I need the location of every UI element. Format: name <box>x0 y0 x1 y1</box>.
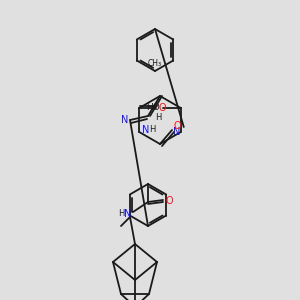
Text: O: O <box>165 196 173 206</box>
Text: H: H <box>118 209 124 218</box>
Text: HO: HO <box>146 103 160 112</box>
Text: H: H <box>149 125 155 134</box>
Text: N: N <box>173 127 181 137</box>
Text: N: N <box>124 209 132 219</box>
Text: CH₃: CH₃ <box>148 59 162 68</box>
Text: O: O <box>158 103 166 113</box>
Text: N: N <box>121 115 129 125</box>
Text: H: H <box>155 113 161 122</box>
Text: O: O <box>173 121 181 131</box>
Text: N: N <box>142 125 149 135</box>
